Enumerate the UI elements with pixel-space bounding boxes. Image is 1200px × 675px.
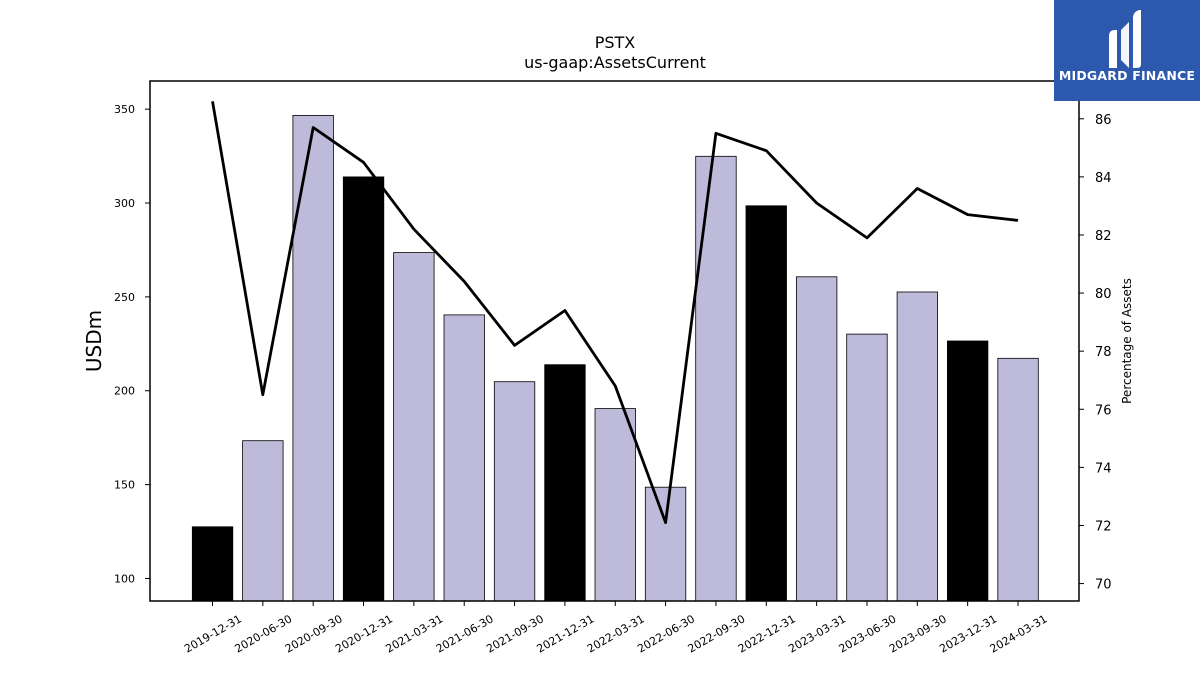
bar-2021-03-31 (393, 252, 435, 602)
x-axis: 2019-12-312020-06-302020-09-302020-12-31… (182, 601, 1050, 656)
x-tick-label: 2024-03-31 (988, 612, 1050, 655)
bar-2021-12-31 (544, 364, 586, 602)
logo-text: MIDGARD FINANCE (1058, 68, 1196, 83)
y-tick-label: 150 (114, 479, 135, 492)
line-group (211, 101, 1019, 524)
y-axis-label: USDm (82, 310, 106, 372)
y-tick-label: 200 (114, 385, 135, 398)
y2-tick-label: 72 (1095, 519, 1112, 534)
bar-2021-09-30 (493, 381, 536, 602)
y2-tick-label: 70 (1095, 578, 1112, 593)
brand-logo: MIDGARD FINANCE (1054, 0, 1200, 101)
bar-2020-09-30 (292, 115, 334, 602)
y2-tick-label: 86 (1095, 113, 1112, 128)
y-tick-label: 350 (114, 103, 135, 116)
chart-subtitle: us-gaap:AssetsCurrent (524, 53, 706, 72)
bar-2023-06-30 (846, 333, 888, 602)
y2-tick-label: 80 (1095, 287, 1112, 302)
bar-2022-03-31 (594, 408, 636, 602)
y-tick-label: 300 (114, 197, 135, 210)
bar-2023-12-31 (947, 340, 989, 602)
bar-2022-12-31 (745, 205, 787, 602)
y2-tick-label: 82 (1095, 229, 1112, 244)
bar-2023-03-31 (796, 276, 838, 602)
bar-2023-09-30 (896, 291, 938, 602)
y2-tick-label: 78 (1095, 345, 1112, 360)
bar-2022-09-30 (695, 155, 737, 602)
bar-2019-12-31 (191, 526, 234, 602)
bar-2020-06-30 (242, 440, 284, 602)
y2-tick-label: 74 (1095, 461, 1112, 476)
bar-group (191, 115, 1039, 602)
y-tick-label: 250 (114, 291, 135, 304)
logo-mark-icon (1109, 10, 1141, 68)
y2-axis-label: Percentage of Assets (1120, 278, 1134, 404)
y-axis-right: 70 72 74 76 78 80 82 84 86 (1079, 113, 1112, 593)
percentage-line (211, 101, 1019, 524)
y-tick-label: 100 (114, 572, 135, 585)
y2-tick-label: 76 (1095, 403, 1112, 418)
chart-title: PSTX (595, 33, 636, 52)
y-axis-left: 100 150 200 250 300 350 (114, 103, 150, 585)
bar-2022-06-30 (644, 486, 687, 602)
plot-frame (149, 80, 1080, 602)
bar-2024-03-31 (997, 357, 1039, 602)
y2-tick-label: 84 (1095, 171, 1112, 186)
bar-2020-12-31 (342, 176, 385, 602)
bar-2021-06-30 (443, 314, 485, 602)
